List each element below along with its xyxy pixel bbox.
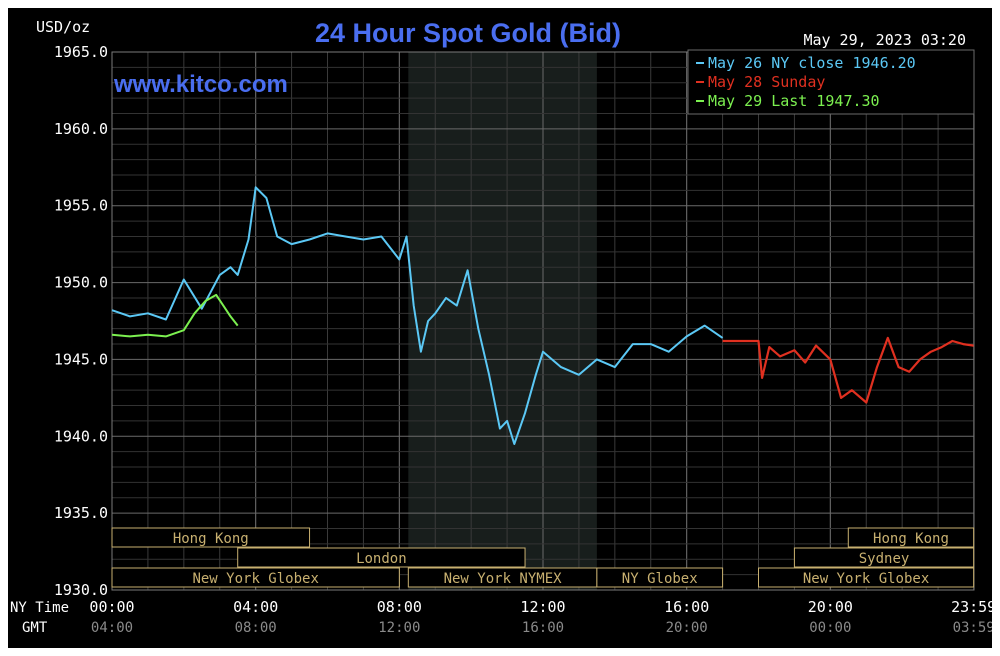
series-layer [111,186,974,445]
chart-date: May 29, 2023 03:20 [803,31,966,49]
y-tick-label: 1965.0 [54,43,108,61]
x-tick-label-ny: 00:00 [89,598,134,616]
grid-layer [111,51,975,591]
session-bar [758,567,975,588]
legend-label: May 26 NY close 1946.20 [708,54,916,72]
series-line-may29 [111,293,239,338]
x-tick-label-gmt: 04:00 [91,620,133,636]
session-bar [111,567,400,588]
x-tick-label-ny: 12:00 [520,598,565,616]
series-line-may26 [111,186,724,445]
y-tick-label: 1930.0 [54,581,108,599]
x-row-label-gmt: GMT [22,620,48,636]
legend-box [687,49,975,115]
x-tick-label-gmt: 08:00 [235,620,277,636]
chart-frame: Hong Kong Hong Kong London Sydney New York G… [8,8,992,648]
y-axis-unit: USD/oz [36,18,90,36]
session-label: Hong Kong [873,531,949,547]
x-tick-label-ny: 20:00 [808,598,853,616]
x-tick-label-gmt: 16:00 [522,620,564,636]
session-bars-layer: Hong Kong Hong Kong London Sydney New York G… [111,527,975,588]
session-label: New York Globex [803,571,929,587]
x-tick-label-ny: 23:59 [951,598,992,616]
y-tick-label: 1935.0 [54,504,108,522]
series-line-may28 [722,336,974,404]
session-bar [793,547,975,568]
session-label: Sydney [859,551,910,567]
x-tick-label-gmt: 12:00 [378,620,420,636]
session-label: Hong Kong [173,531,249,547]
x-tick-label-gmt: 00:00 [809,620,851,636]
y-tick-label: 1950.0 [54,274,108,292]
session-bar [596,567,724,588]
session-bar [111,527,311,548]
nymex-shade-layer [408,52,597,590]
y-tick-label: 1960.0 [54,120,108,138]
x-row-label-ny: NY Time [10,600,69,616]
x-tick-label-gmt: 03:59 [953,620,992,636]
nymex-session-shade [408,52,597,590]
session-bar [847,527,975,548]
y-tick-label: 1945.0 [54,350,108,368]
gold-price-chart: Hong Kong Hong Kong London Sydney New York G… [10,18,992,636]
legend-label: May 28 Sunday [708,73,825,91]
plot-border [111,51,975,591]
session-label: New York NYMEX [444,571,563,587]
x-tick-label-ny: 08:00 [377,598,422,616]
watermark: www.kitco.com [113,71,288,98]
axis-labels-layer: 1965.0 1960.0 1955.0 1950.0 1945.0 1940.0 1935… [54,43,992,636]
x-tick-label-ny: 04:00 [233,598,278,616]
session-label: NY Globex [622,571,698,587]
x-tick-label-ny: 16:00 [664,598,709,616]
session-bar [237,547,526,568]
x-tick-label-gmt: 20:00 [666,620,708,636]
y-tick-label: 1955.0 [54,197,108,215]
session-label: New York Globex [192,571,318,587]
session-label: London [356,551,407,567]
chart-title: 24 Hour Spot Gold (Bid) [315,18,621,48]
y-tick-label: 1940.0 [54,427,108,445]
legend-label: May 29 Last 1947.30 [708,92,880,110]
